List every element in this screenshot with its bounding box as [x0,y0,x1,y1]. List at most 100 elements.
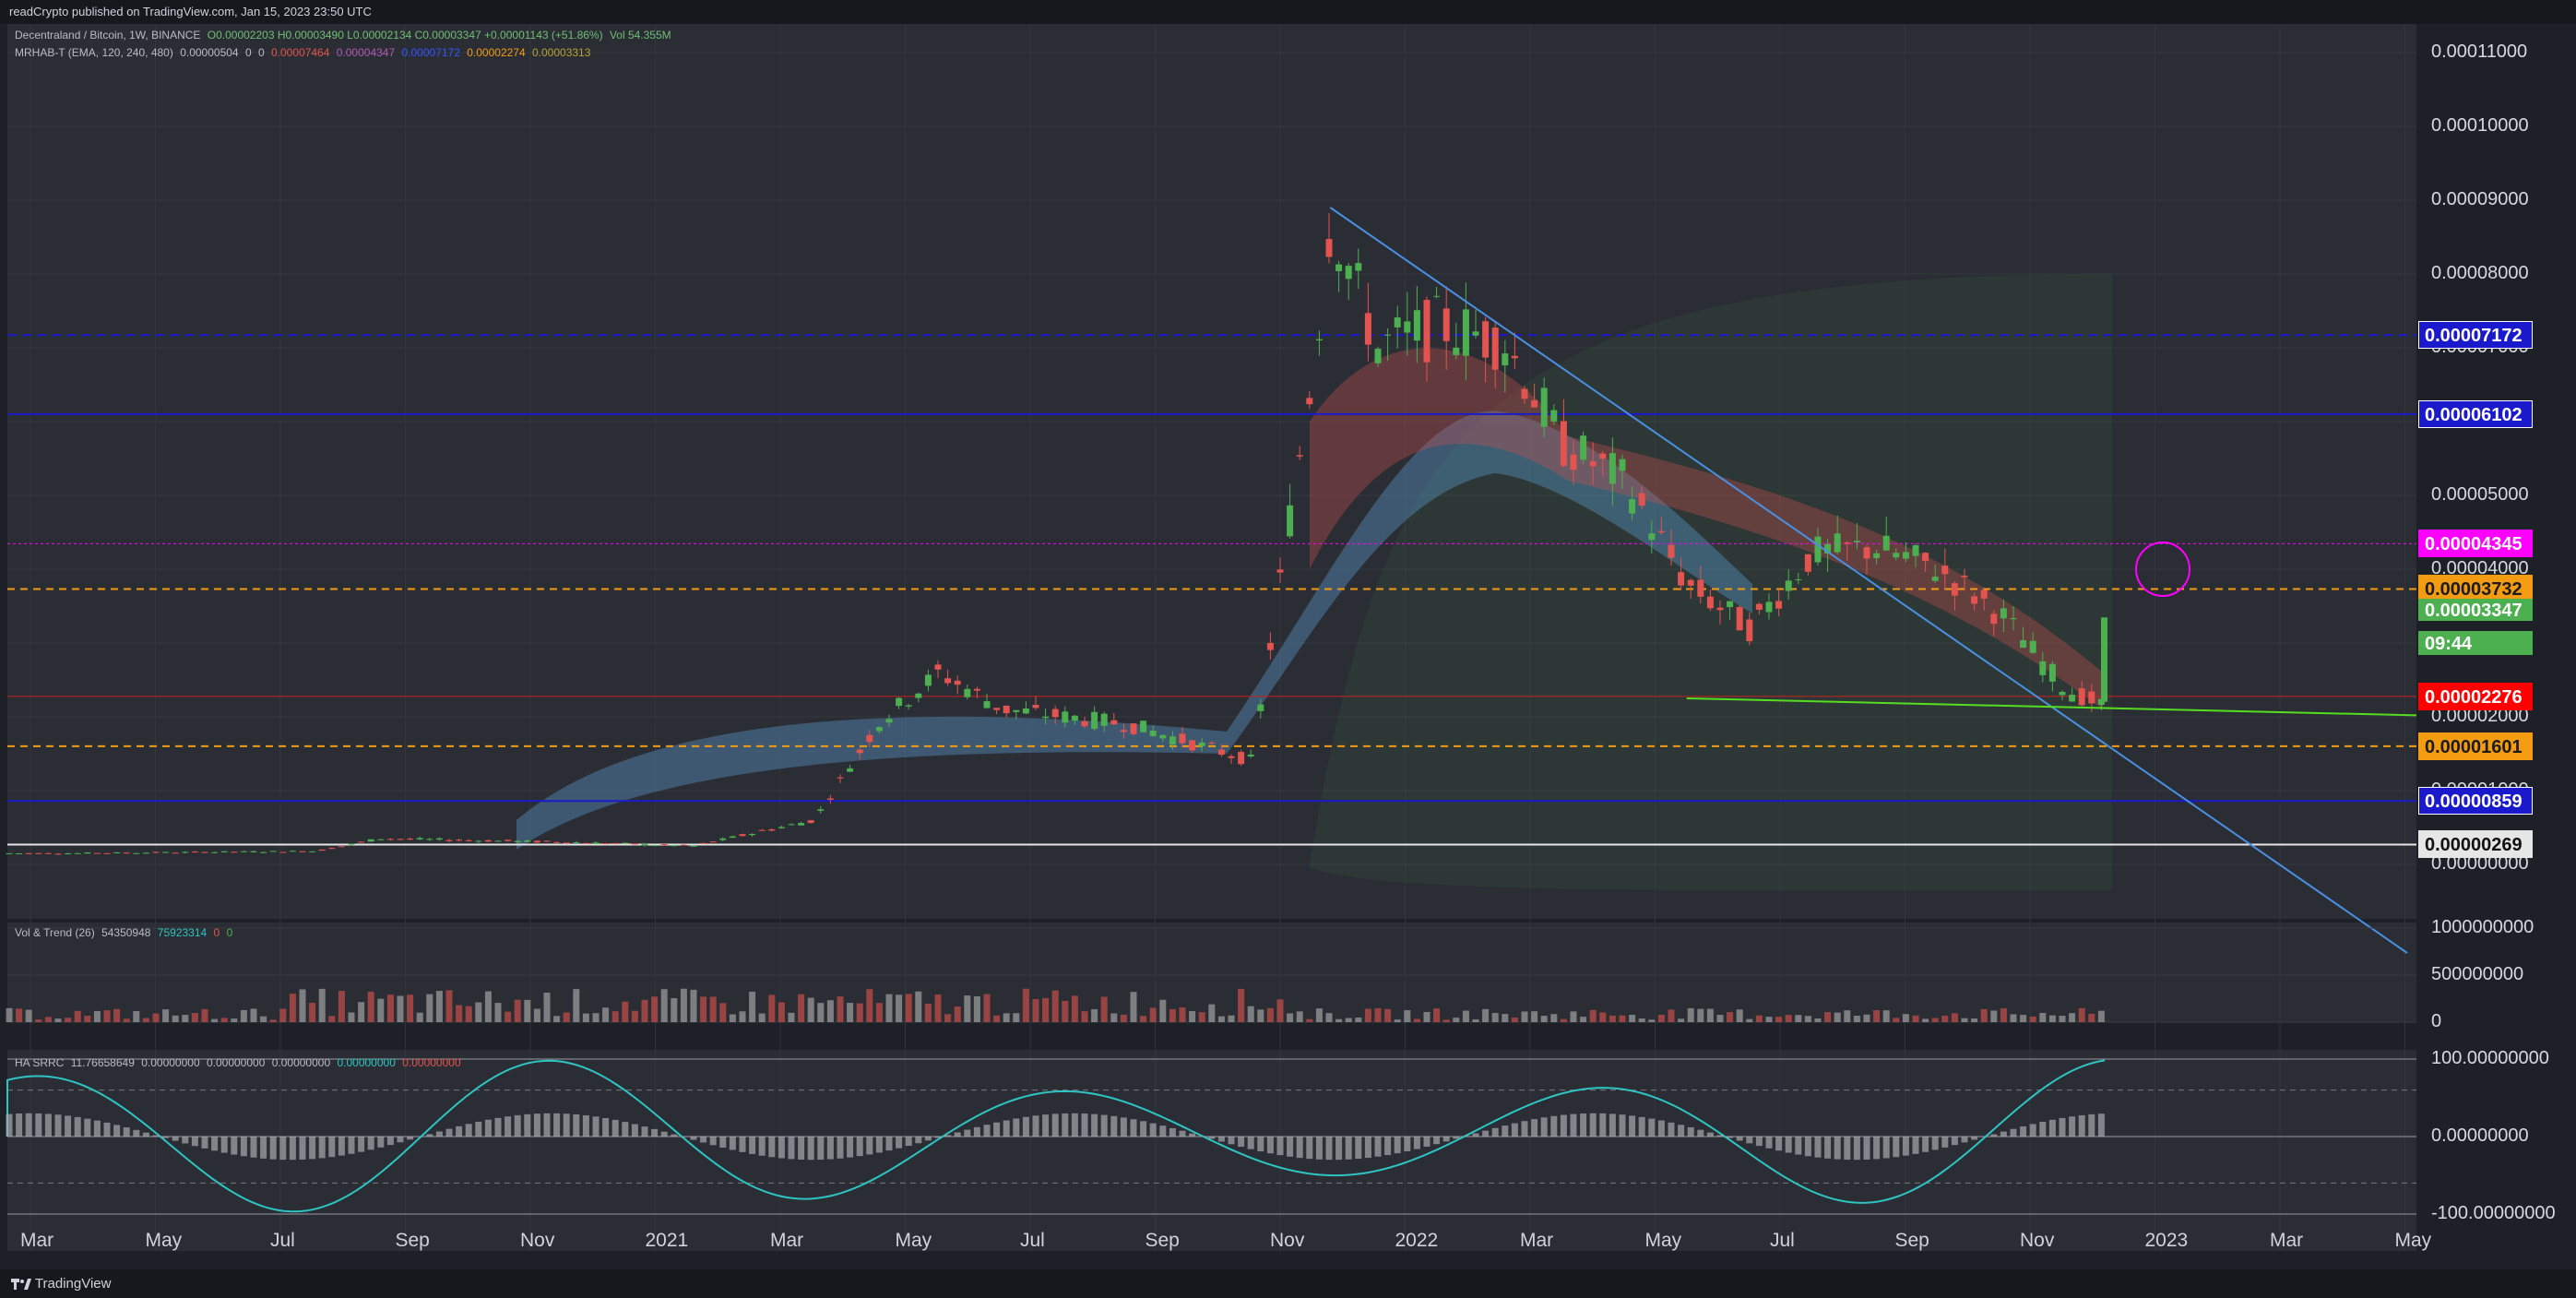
time-tick-label: Nov [520,1230,555,1251]
histogram-bar [1550,1115,1558,1137]
histogram-bar [2048,1119,2056,1137]
indicator-value: 0.00004347 [336,46,396,59]
volume-bar [749,991,756,1022]
volume-bar [1364,1008,1371,1022]
price-level-label: 0.00007172 [2418,321,2533,350]
descending-trendline [1329,207,2408,954]
volume-bar [1814,1018,1822,1022]
volume-bar [386,994,394,1022]
volume-bar [1931,1018,1939,1022]
volume-bar [162,1009,170,1022]
candle-body [1266,642,1274,650]
volume-bar [1521,1011,1528,1022]
volume-bar [231,1018,238,1022]
oscillator-line [6,1059,2106,1213]
candle-body [201,851,208,853]
candle-body [2039,661,2047,675]
volume-bar [709,996,717,1022]
histogram-bar [1062,1113,1069,1137]
histogram-bar [367,1137,374,1150]
candle-body [768,829,776,831]
histogram-bar [152,1135,160,1137]
volume-bar [1648,1019,1656,1022]
candle-body [514,840,521,842]
histogram-bar [1521,1121,1528,1137]
symbol-legend: Decentraland / Bitcoin, 1W, BINANCE O0.0… [15,29,671,42]
volume-bar [456,1005,463,1022]
volume-bar [1912,1015,1919,1022]
candle-body [1502,353,1509,366]
volume-bar [1276,999,1284,1022]
histogram-bar [1247,1137,1254,1149]
histogram-bar [1785,1137,1792,1153]
histogram-bar [6,1113,13,1137]
volume-bar [1531,1011,1538,1022]
candle-body [182,851,189,853]
histogram-bar [133,1129,140,1137]
histogram-bar [788,1137,795,1160]
candle-body [1423,300,1430,363]
histogram-bar [700,1137,707,1143]
candle-body [1727,601,1734,608]
histogram-bar [514,1114,521,1137]
volume-bar [25,1009,32,1022]
histogram-bar [856,1137,863,1157]
ha-srrc-value: 0.00000000 [402,1056,461,1069]
candle-body [1638,493,1645,506]
candle-body [1853,541,1860,542]
histogram-bar [1882,1137,1890,1159]
candle-body [65,853,72,855]
volume-bar [1394,1019,1401,1022]
candle-body [1394,317,1401,327]
histogram-bar [2000,1131,2007,1137]
volume-bar [2048,1015,2056,1022]
volume-bar [1629,1015,1636,1022]
histogram-bar [993,1122,1001,1137]
histogram-bar [1619,1114,1626,1137]
candle-body [113,851,121,853]
candle-body [1648,533,1656,541]
histogram-bar [1238,1137,1245,1148]
histogram-bar [1765,1137,1773,1149]
histogram-bar [1589,1113,1597,1137]
histogram-bar [328,1137,336,1158]
volume-bar [1081,1011,1088,1022]
candle-body [1120,730,1127,732]
candle-body [1570,454,1577,470]
histogram-bar [2039,1122,2047,1137]
histogram-bar [983,1125,991,1137]
candle-body [524,840,531,842]
volume-bar [524,999,531,1022]
histogram-bar [426,1134,433,1137]
volume-bar [826,1000,834,1022]
volume-bar [1697,1008,1704,1022]
histogram-bar [611,1119,619,1137]
volume-bar [1247,1006,1254,1022]
price-tick-label: 0.00004000 [2431,558,2529,578]
histogram-bar [103,1122,111,1137]
indicator-value: 0.00003313 [532,46,591,59]
candle-body [1902,552,1909,559]
histogram-bar [182,1137,189,1144]
time-tick-label: 2021 [645,1230,689,1251]
time-tick-label: Sep [395,1230,430,1251]
volume-bar [671,997,678,1022]
volume-bar [1404,1010,1411,1022]
candle-body [1668,544,1675,558]
histogram-bar [1022,1116,1029,1137]
volume-bar [1442,1019,1450,1022]
price-chart[interactable] [0,24,2576,1269]
indicator-value: 0.00007172 [401,46,460,59]
volume-bar [1013,1013,1020,1022]
histogram-bar [1374,1137,1382,1157]
histogram-bar [1003,1120,1010,1137]
volume-bar [1110,1013,1118,1022]
candle-body [1922,553,1929,562]
histogram-bar [250,1137,257,1158]
candle-body [1306,398,1313,405]
volume-bar [44,1017,52,1022]
volume-bar [348,1012,355,1022]
candle-body [1228,756,1235,758]
candle-body [1599,453,1607,458]
ha-srrc-value: 11.76658649 [70,1056,135,1069]
